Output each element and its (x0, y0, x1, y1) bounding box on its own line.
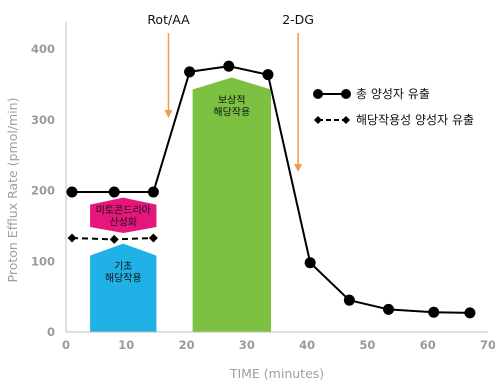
series-0-point-6 (304, 257, 316, 269)
annotation-label-1: 2-DG (282, 12, 314, 27)
series-0-point-2 (147, 186, 159, 198)
x-tick-label-0: 0 (62, 338, 70, 352)
chart-axes: 0 100 200 300 400 0 10 20 30 40 50 60 70 (31, 22, 495, 352)
region-1-label-line-1: 해당작용 (105, 272, 142, 285)
series-1-point-0 (67, 233, 77, 243)
region-2 (192, 77, 271, 332)
region-2-label-line-0: 보상적 (218, 94, 246, 106)
x-tick-label-2: 20 (179, 338, 195, 352)
legend-marker-0-0 (313, 89, 323, 99)
series-0-point-1 (108, 186, 120, 198)
y-tick-label-3: 300 (31, 113, 55, 127)
series-0-point-8 (383, 303, 395, 315)
x-tick-label-7: 70 (480, 338, 495, 352)
region-0-label-line-1: 산성화 (109, 216, 137, 228)
x-tick-label-3: 30 (239, 338, 255, 352)
y-tick-label-2: 200 (31, 184, 55, 198)
y-tick-label-1: 100 (31, 254, 55, 268)
x-tick-label-5: 50 (359, 338, 375, 352)
region-1-label-line-0: 기초 (114, 261, 132, 273)
legend-label-0: 총 양성자 유출 (356, 87, 430, 101)
region-1 (90, 243, 157, 332)
region-2-label-line-1: 해당작용 (213, 105, 250, 118)
legend-marker-1-0 (314, 116, 322, 124)
legend-label-1: 해당작용성 양성자 유출 (356, 113, 474, 127)
legend-marker-1-1 (342, 116, 350, 124)
injection-annotations: Rot/AA 2-DG (147, 12, 314, 172)
annotation-arrowhead-0 (164, 110, 173, 118)
series-0-point-7 (343, 294, 355, 306)
y-tick-label-0: 0 (47, 325, 55, 339)
series-0-point-0 (66, 186, 78, 198)
region-0-label-line-0: 미토콘드리아 (96, 204, 151, 216)
series-0-point-9 (428, 306, 440, 318)
x-axis-label: TIME (minutes) (229, 366, 324, 381)
series-1-point-2 (148, 233, 158, 243)
y-axis-label: Proton Efflux Rate (pmol/min) (5, 98, 20, 283)
region-0 (90, 197, 157, 234)
legend-marker-0-1 (341, 89, 351, 99)
annotation-label-0: Rot/AA (147, 12, 190, 27)
chart-series (66, 60, 476, 319)
x-tick-label-4: 40 (299, 338, 315, 352)
x-tick-label-6: 60 (420, 338, 436, 352)
series-0-point-4 (223, 60, 235, 72)
series-0-point-10 (464, 307, 476, 319)
series-0-point-5 (262, 69, 274, 81)
x-tick-label-1: 10 (118, 338, 134, 352)
y-tick-label-4: 400 (31, 42, 55, 56)
series-1-point-1 (109, 234, 119, 244)
annotation-arrowhead-1 (294, 164, 303, 172)
series-0-point-3 (184, 66, 196, 78)
